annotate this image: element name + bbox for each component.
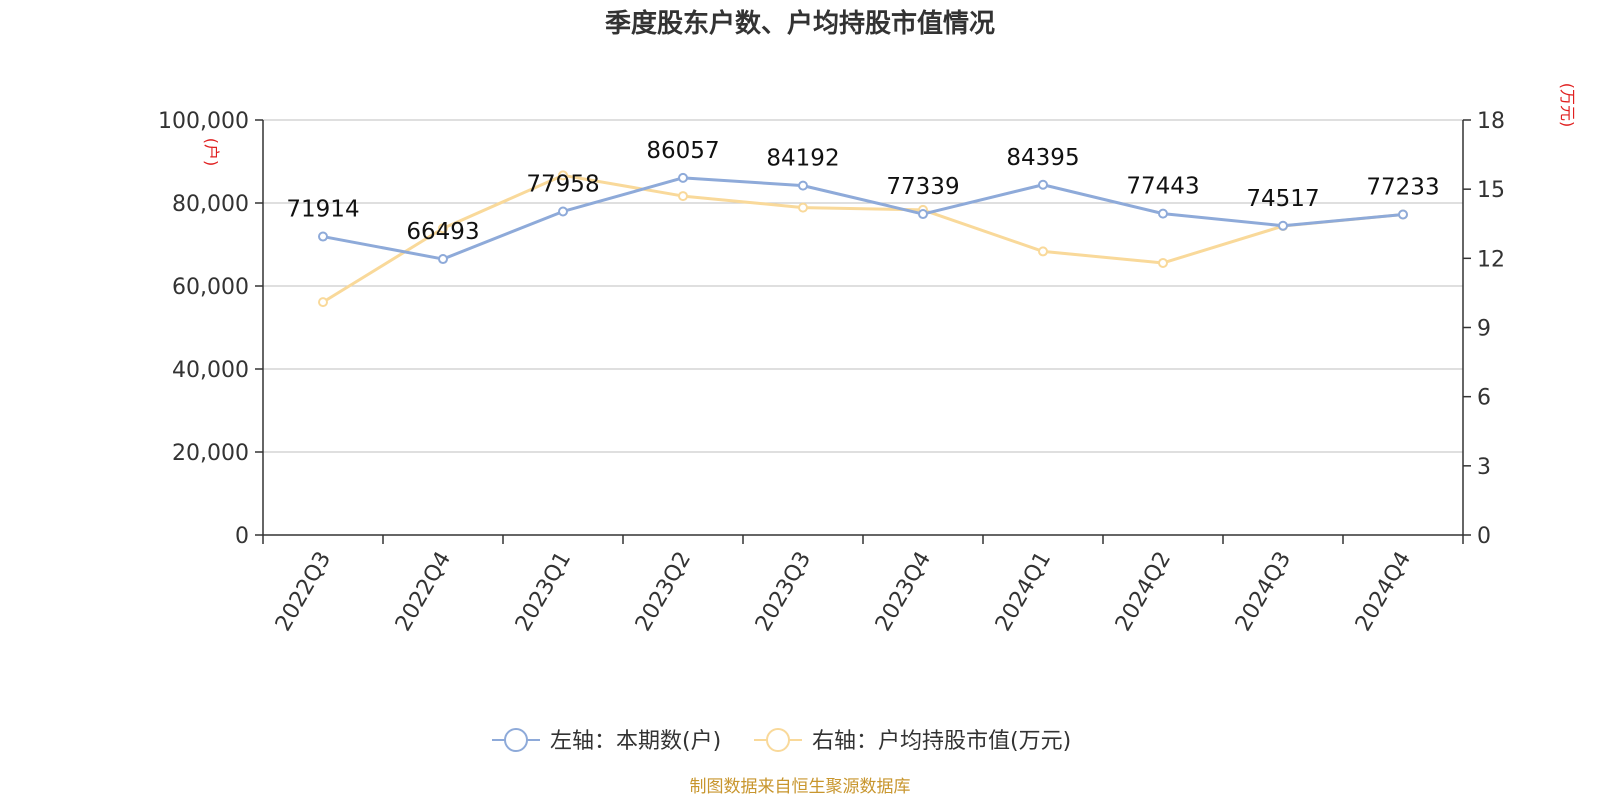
legend-item-left[interactable]: 左轴：本期数(户) bbox=[492, 728, 721, 754]
left-tick-label: 0 bbox=[235, 524, 249, 549]
data-label: 74517 bbox=[1246, 186, 1319, 212]
x-tick-label: 2023Q1 bbox=[511, 548, 576, 636]
x-tick-label: 2022Q3 bbox=[271, 548, 336, 636]
left-tick-label: 80,000 bbox=[172, 192, 249, 217]
left-axis-unit: (户) bbox=[202, 138, 221, 167]
data-labels: 71914 66493 77958 86057 84192 77339 84395 77443… bbox=[286, 138, 1439, 245]
data-point[interactable] bbox=[1398, 209, 1408, 220]
data-label: 71914 bbox=[286, 197, 359, 223]
data-label: 77958 bbox=[526, 171, 599, 197]
left-axis-ticks: 0 20,000 40,000 60,000 80,000 100,000 bbox=[158, 109, 263, 549]
data-point[interactable] bbox=[558, 170, 568, 181]
right-tick-label: 15 bbox=[1477, 178, 1505, 203]
source-note: 制图数据来自恒生聚源数据库 bbox=[690, 777, 911, 797]
right-tick-label: 3 bbox=[1477, 455, 1491, 480]
data-point[interactable] bbox=[318, 297, 328, 308]
data-point[interactable] bbox=[1158, 257, 1168, 268]
x-axis-ticks: 2022Q3 2022Q4 2023Q1 2023Q2 2023Q3 2023Q4 2024… bbox=[262, 535, 1464, 636]
legend-label-right: 右轴：户均持股市值(万元) bbox=[812, 729, 1071, 754]
right-axis-unit: (万元) bbox=[1558, 83, 1577, 128]
right-axis-ticks: 0 3 6 9 12 15 18 bbox=[1463, 109, 1505, 549]
left-tick-label: 100,000 bbox=[158, 109, 249, 134]
data-label: 66493 bbox=[406, 219, 479, 245]
legend-item-right[interactable]: 右轴：户均持股市值(万元) bbox=[754, 728, 1071, 754]
right-tick-label: 6 bbox=[1477, 386, 1491, 411]
series-shareholder-count bbox=[318, 172, 1408, 265]
data-label: 77233 bbox=[1366, 174, 1439, 200]
data-point[interactable] bbox=[438, 254, 448, 265]
data-label: 86057 bbox=[646, 138, 719, 164]
legend-label-left: 左轴：本期数(户) bbox=[550, 729, 721, 754]
series-line bbox=[322, 173, 1404, 304]
x-tick-label: 2023Q2 bbox=[631, 548, 696, 636]
x-tick-label: 2023Q3 bbox=[751, 548, 816, 636]
data-point[interactable] bbox=[1038, 179, 1048, 190]
data-label: 84395 bbox=[1006, 145, 1079, 171]
left-tick-label: 20,000 bbox=[172, 441, 249, 466]
legend: 左轴：本期数(户) 右轴：户均持股市值(万元) bbox=[492, 728, 1071, 754]
left-tick-label: 60,000 bbox=[172, 275, 249, 300]
x-tick-label: 2024Q2 bbox=[1111, 548, 1176, 636]
x-tick-label: 2024Q1 bbox=[991, 548, 1056, 636]
data-point[interactable] bbox=[798, 202, 808, 213]
chart-title: 季度股东户数、户均持股市值情况 bbox=[605, 8, 995, 39]
data-point[interactable] bbox=[318, 231, 328, 242]
data-point[interactable] bbox=[438, 223, 448, 234]
left-tick-label: 40,000 bbox=[172, 358, 249, 383]
data-label: 77339 bbox=[886, 174, 959, 200]
data-point[interactable] bbox=[558, 206, 568, 217]
right-tick-label: 0 bbox=[1477, 524, 1491, 549]
right-tick-label: 9 bbox=[1477, 317, 1491, 342]
data-point[interactable] bbox=[1158, 208, 1168, 219]
data-point[interactable] bbox=[918, 209, 928, 220]
right-tick-label: 18 bbox=[1477, 109, 1505, 134]
data-point[interactable] bbox=[678, 191, 688, 202]
right-tick-label: 12 bbox=[1477, 247, 1505, 272]
data-label: 77443 bbox=[1126, 174, 1199, 200]
data-point[interactable] bbox=[1278, 220, 1288, 231]
data-point[interactable] bbox=[798, 180, 808, 191]
x-tick-label: 2023Q4 bbox=[871, 548, 936, 636]
data-point[interactable] bbox=[1038, 246, 1048, 257]
x-tick-label: 2022Q4 bbox=[391, 548, 456, 636]
grid-lines bbox=[263, 119, 1463, 453]
x-tick-label: 2024Q3 bbox=[1231, 548, 1296, 636]
data-label: 84192 bbox=[766, 146, 839, 172]
series-line bbox=[322, 176, 1404, 261]
data-point[interactable] bbox=[678, 172, 688, 183]
x-tick-label: 2024Q4 bbox=[1351, 548, 1416, 636]
axes bbox=[262, 120, 1464, 536]
